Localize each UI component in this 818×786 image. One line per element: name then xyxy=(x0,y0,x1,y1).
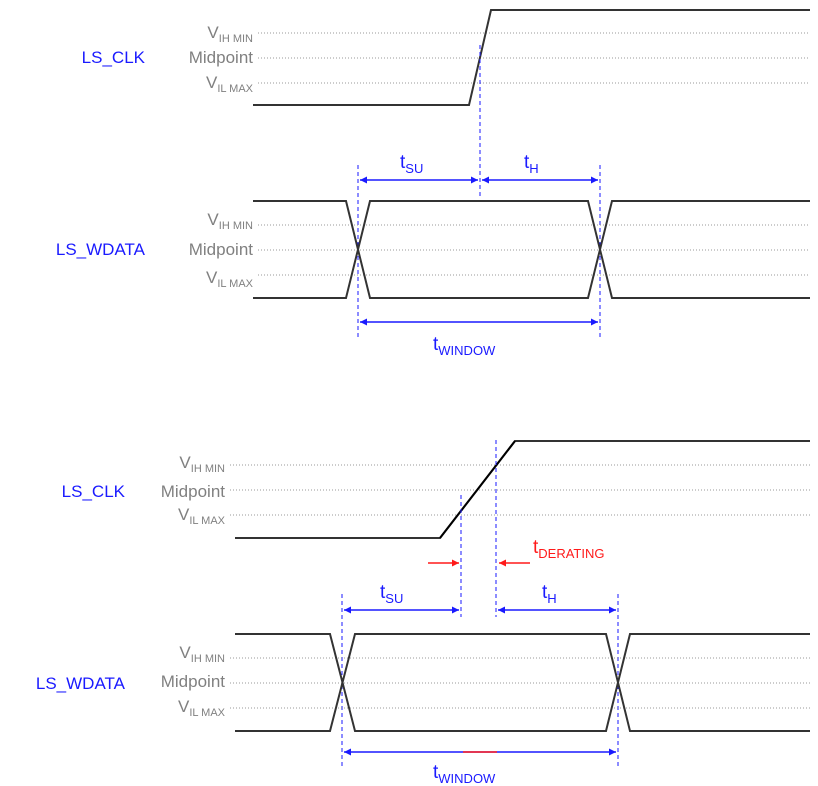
bottom-wdata-vih-label: VIH MIN xyxy=(179,643,225,665)
bottom-timing-markers: tDERATING tSU tH tWINDOW xyxy=(341,440,619,786)
top-clk-label: LS_CLK xyxy=(82,48,146,67)
bottom-th-label: tH xyxy=(542,582,557,606)
top-wdata-waveform-a xyxy=(253,200,810,299)
top-clk-vil-label: VIL MAX xyxy=(206,73,254,95)
top-wdata-label: LS_WDATA xyxy=(56,240,146,259)
bottom-wdata-mid-label: Midpoint xyxy=(161,672,226,691)
bottom-clk-vil-label: VIL MAX xyxy=(178,505,226,527)
top-diagram: LS_CLK VIH MIN Midpoint VIL MAX tSU tH t… xyxy=(56,9,810,358)
bottom-twindow-label: tWINDOW xyxy=(433,762,496,786)
top-twindow-label: tWINDOW xyxy=(433,334,496,358)
bottom-clk-vih-label: VIH MIN xyxy=(179,453,225,475)
bottom-wdata-waveform-a xyxy=(235,633,810,732)
top-wdata-mid-label: Midpoint xyxy=(189,240,254,259)
bottom-wdata-label: LS_WDATA xyxy=(36,674,126,693)
top-clk-group: LS_CLK VIH MIN Midpoint VIL MAX xyxy=(82,9,810,106)
bottom-tsu-label: tSU xyxy=(380,582,403,606)
bottom-tderating-label: tDERATING xyxy=(533,537,605,561)
bottom-diagram: LS_CLK VIH MIN Midpoint VIL MAX tDERATIN… xyxy=(36,440,810,786)
top-wdata-vih-label: VIH MIN xyxy=(207,210,253,232)
top-clk-vih-label: VIH MIN xyxy=(207,23,253,45)
top-clk-mid-label: Midpoint xyxy=(189,48,254,67)
bottom-wdata-group: LS_WDATA VIH MIN Midpoint VIL MAX xyxy=(36,633,810,732)
bottom-clk-label: LS_CLK xyxy=(62,482,126,501)
bottom-clk-mid-label: Midpoint xyxy=(161,482,226,501)
top-th-label: tH xyxy=(524,152,539,176)
bottom-clk-slow-edge xyxy=(439,440,516,539)
top-wdata-group: LS_WDATA VIH MIN Midpoint VIL MAX xyxy=(56,200,810,299)
top-clk-waveform xyxy=(253,9,810,106)
bottom-wdata-vil-label: VIL MAX xyxy=(178,697,226,719)
bottom-clk-waveform xyxy=(235,440,810,539)
top-wdata-waveform-b xyxy=(253,200,810,299)
bottom-wdata-waveform-b xyxy=(235,633,810,732)
top-wdata-vil-label: VIL MAX xyxy=(206,268,254,290)
bottom-clk-group: LS_CLK VIH MIN Midpoint VIL MAX xyxy=(62,440,810,539)
top-tsu-label: tSU xyxy=(400,152,423,176)
